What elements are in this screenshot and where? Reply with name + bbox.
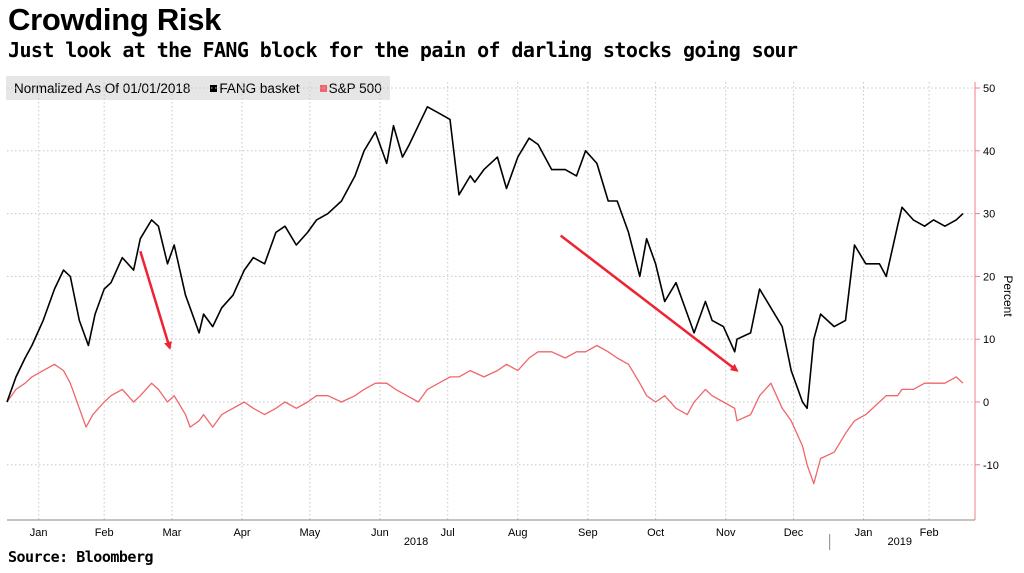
chart-subtitle: Just look at the FANG block for the pain… (8, 38, 798, 62)
x-tick-label: Sep (578, 527, 598, 539)
x-tick-label: Jul (441, 527, 455, 539)
legend-normalized-label: Normalized As Of 01/01/2018 (14, 80, 191, 96)
x-tick-label: Oct (647, 527, 664, 539)
x-tick-label: Jun (371, 527, 389, 539)
source-note: Source: Bloomberg (8, 548, 154, 566)
trend-arrow (559, 234, 739, 372)
legend-swatch-fang (210, 84, 218, 92)
x-tick-label: Feb (95, 527, 114, 539)
x-tick-label: Jan (855, 527, 873, 539)
x-tick-label: Feb (920, 527, 939, 539)
trend-arrow (139, 250, 172, 350)
x-tick-label: May (299, 527, 320, 539)
y-tick-label: 40 (983, 146, 995, 158)
chart-title: Crowding Risk (8, 2, 222, 37)
series-line-sp500 (6, 344, 964, 485)
x-axis: Jan Feb Mar Apr May Jun Jul Aug Sep Oct Nov Dec Jan F… (7, 519, 975, 550)
x-year-label: 2019 (887, 536, 911, 548)
trend-arrows (139, 234, 739, 372)
y-axis: -10 0 10 20 30 40 50 Percent (974, 82, 1015, 520)
x-tick-label: Nov (716, 527, 736, 539)
y-tick-label: 30 (983, 209, 995, 221)
x-tick-label: Dec (784, 527, 804, 539)
y-tick-label: 0 (983, 397, 989, 409)
x-tick-label: Jan (30, 527, 48, 539)
y-tick-label: 50 (983, 83, 995, 95)
series-line-fang (6, 106, 964, 410)
x-tick-label: Mar (163, 527, 182, 539)
y-tick-label: 10 (983, 334, 995, 346)
y-tick-label: 20 (983, 271, 995, 283)
y-tick-label: -10 (983, 460, 999, 472)
series-lines (6, 106, 964, 485)
x-tick-label: Apr (233, 527, 250, 539)
x-tick-label: Aug (508, 527, 528, 539)
y-axis-title: Percent (1001, 275, 1015, 317)
x-year-label: 2018 (404, 536, 428, 548)
